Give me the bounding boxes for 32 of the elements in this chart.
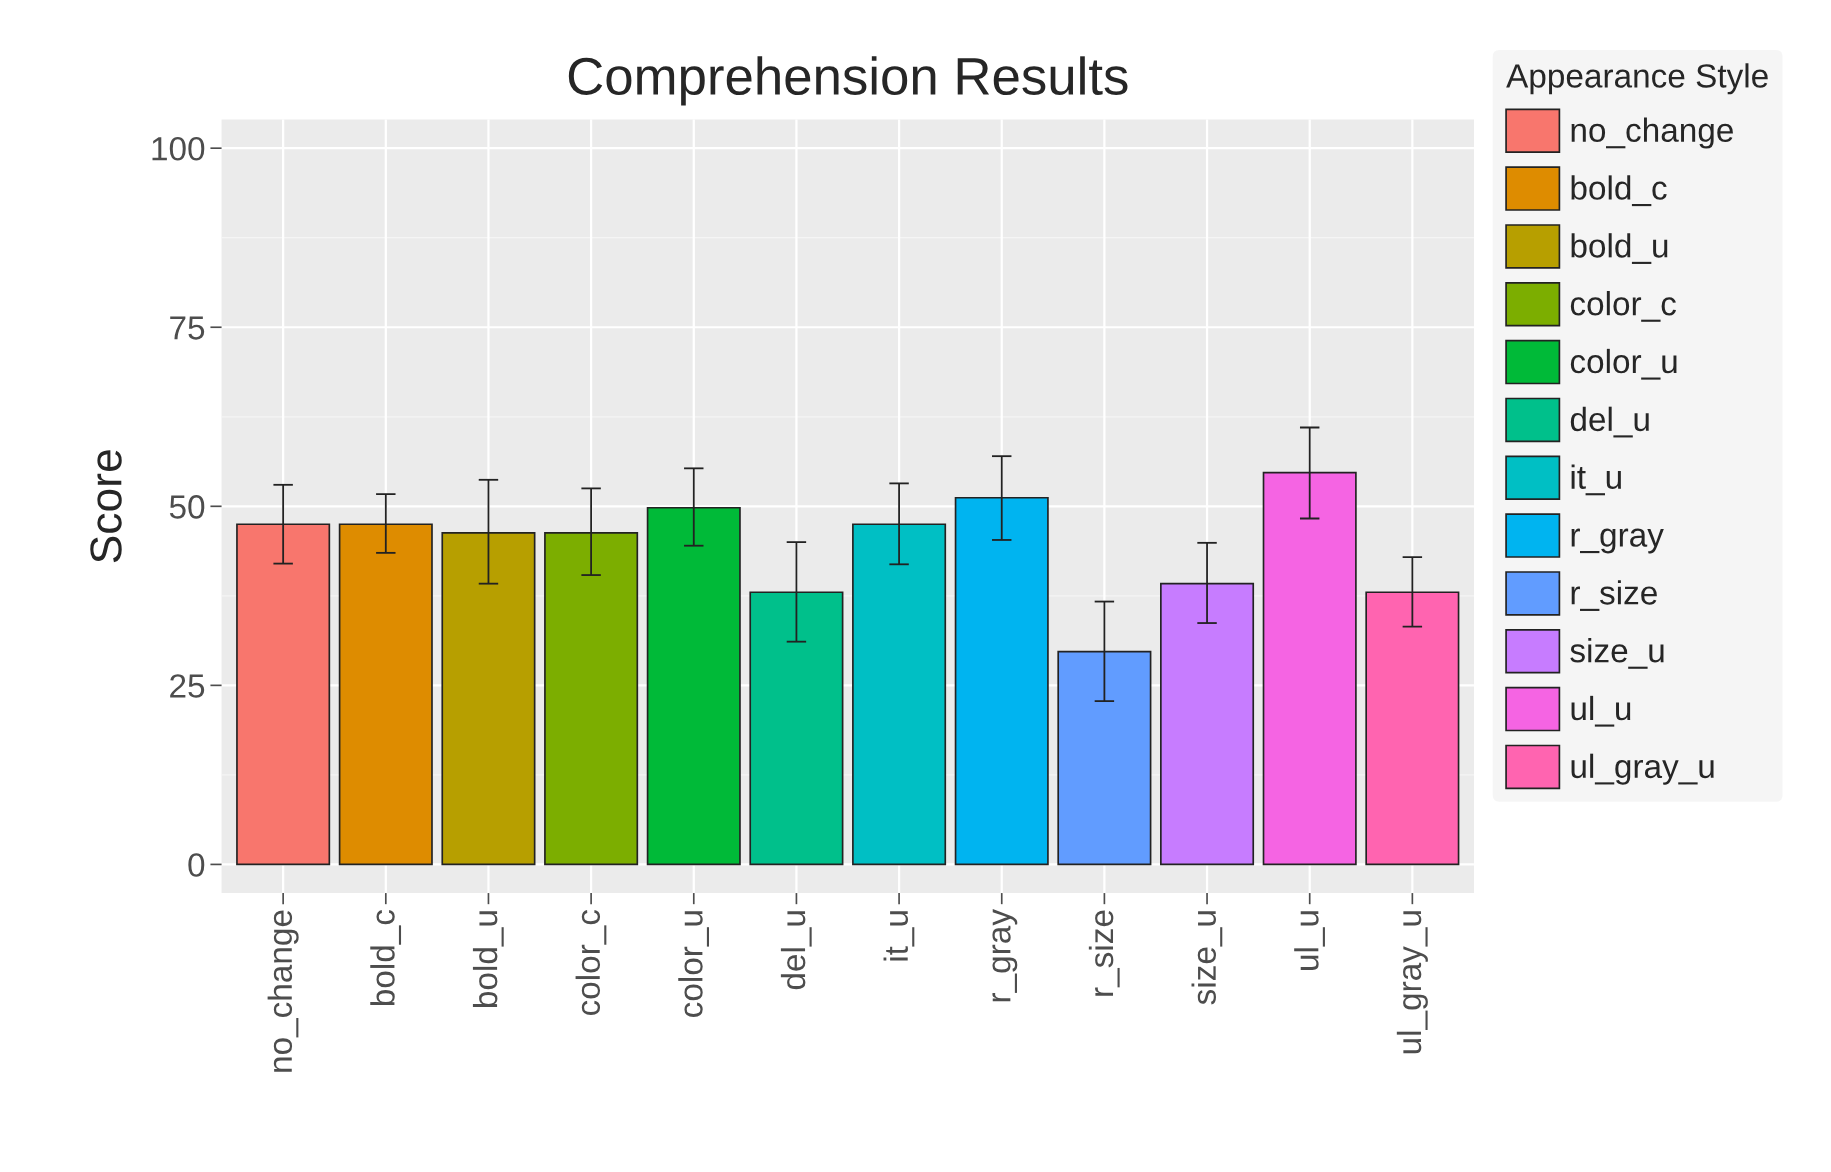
y-tick-label: 50	[169, 495, 205, 519]
y-axis-title: Score	[90, 450, 122, 563]
x-tick-label: bold_c	[370, 909, 402, 1006]
legend-label: ul_gray_u	[1571, 753, 1714, 785]
x-tick-label: del_u	[780, 911, 812, 990]
x-tick-label: no_change	[267, 910, 299, 1072]
x-tick-label: color_u	[678, 911, 710, 1017]
legend-label: no_change	[1571, 117, 1733, 149]
legend-label: ul_u	[1571, 695, 1631, 727]
legend-label: del_u	[1570, 406, 1649, 438]
legend-label: r_gray	[1571, 528, 1664, 554]
legend-label: size_u	[1570, 638, 1664, 669]
x-tick-label: size_u	[1191, 911, 1223, 1005]
y-tick-label: 25	[170, 674, 205, 698]
x-tick-label: bold_u	[472, 911, 504, 1007]
x-tick-label: ul_gray_u	[1396, 911, 1428, 1054]
x-tick-label: r_gray	[992, 909, 1018, 1002]
legend-label: bold_u	[1571, 233, 1668, 264]
x-tick-label: color_c	[575, 909, 607, 1016]
x-tick-label: ul_u	[1294, 911, 1325, 970]
legend-label: bold_c	[1571, 175, 1667, 207]
legend-label: r_size	[1571, 580, 1657, 611]
y-tick-label: 0	[188, 853, 205, 877]
legend-label: it_u	[1571, 464, 1621, 496]
legend-label: color_u	[1570, 348, 1677, 380]
x-tick-label: r_size	[1088, 910, 1120, 996]
chart-title: Comprehension Results	[568, 56, 1128, 106]
x-tick-label: it_u	[883, 911, 915, 961]
y-tick-label: 75	[170, 316, 205, 340]
legend-label: color_c	[1570, 291, 1676, 322]
y-tick-label: 100	[152, 136, 205, 161]
legend-title: Appearance Style	[1506, 63, 1768, 95]
